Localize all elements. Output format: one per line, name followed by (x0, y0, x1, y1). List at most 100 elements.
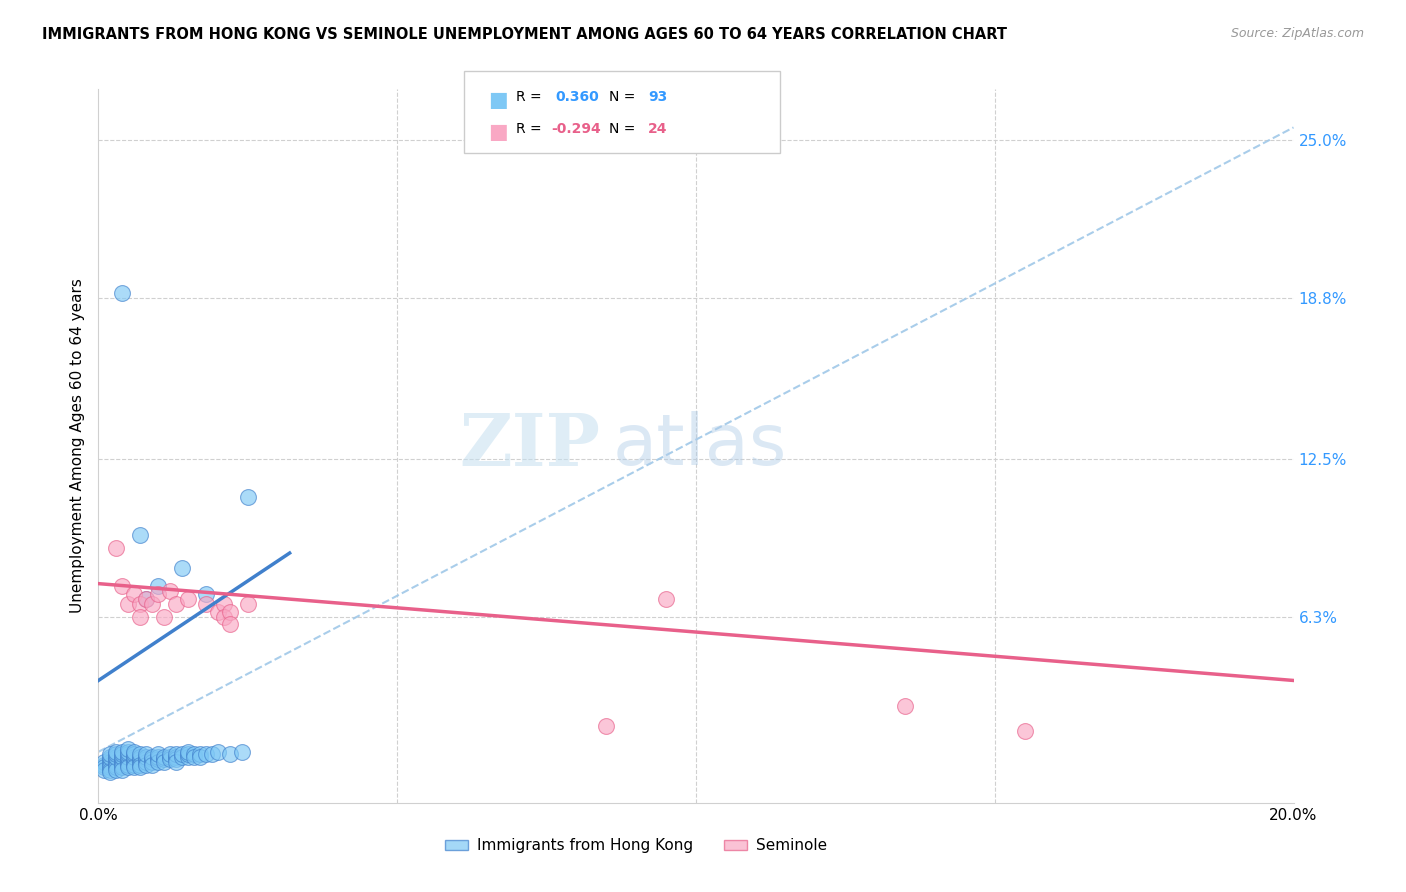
Point (165, 752, 187, 766)
Text: 0.360: 0.360 (555, 90, 599, 104)
Point (111, 286, 134, 301)
Point (165, 747, 187, 762)
Point (98, 757, 122, 772)
Point (148, 752, 170, 766)
Legend: Immigrants from Hong Kong, Seminole: Immigrants from Hong Kong, Seminole (439, 832, 834, 859)
Point (207, 605, 229, 619)
Point (219, 605, 242, 619)
Point (93, 763, 115, 777)
Point (195, 597, 218, 611)
Point (595, 719, 617, 733)
Point (172, 561, 194, 575)
Point (111, 752, 134, 766)
Point (141, 752, 163, 766)
Point (105, 750, 128, 764)
Text: -0.294: -0.294 (551, 122, 600, 136)
Point (153, 609, 176, 624)
Point (188, 750, 211, 764)
Point (894, 698, 917, 713)
Point (153, 750, 176, 764)
Point (129, 760, 152, 774)
Point (124, 745, 146, 759)
Point (129, 597, 152, 611)
Point (141, 755, 163, 769)
Point (135, 591, 157, 606)
Text: atlas: atlas (613, 411, 787, 481)
Point (98, 765, 122, 780)
Point (105, 747, 128, 762)
Point (93, 755, 115, 769)
Point (129, 752, 152, 766)
Point (117, 760, 139, 774)
Point (148, 750, 170, 764)
Point (148, 579, 170, 593)
Point (165, 597, 187, 611)
Point (98, 750, 122, 764)
Point (124, 752, 146, 766)
Point (172, 747, 194, 762)
Point (111, 745, 134, 759)
Point (201, 747, 224, 762)
Point (148, 587, 170, 601)
Point (124, 757, 146, 772)
Point (195, 747, 218, 762)
Point (219, 747, 242, 762)
Point (105, 541, 128, 555)
Text: IMMIGRANTS FROM HONG KONG VS SEMINOLE UNEMPLOYMENT AMONG AGES 60 TO 64 YEARS COR: IMMIGRANTS FROM HONG KONG VS SEMINOLE UN… (42, 27, 1007, 42)
Point (135, 591, 157, 606)
Point (93, 760, 115, 774)
Point (129, 528, 152, 542)
Y-axis label: Unemployment Among Ages 60 to 64 years: Unemployment Among Ages 60 to 64 years (69, 278, 84, 614)
Point (165, 755, 187, 769)
Point (172, 750, 194, 764)
Point (153, 752, 176, 766)
Point (177, 750, 200, 764)
Point (117, 742, 139, 756)
Point (219, 617, 242, 632)
Text: N =: N = (609, 122, 636, 136)
Point (177, 747, 200, 762)
Point (105, 757, 128, 772)
Point (1014, 724, 1036, 739)
Point (135, 747, 157, 762)
Point (236, 597, 259, 611)
Point (111, 757, 134, 772)
Point (98, 755, 122, 769)
Point (117, 752, 139, 766)
Point (117, 747, 139, 762)
Point (98, 752, 122, 766)
Point (111, 760, 134, 774)
Point (129, 757, 152, 772)
Point (117, 597, 139, 611)
Text: 24: 24 (648, 122, 668, 136)
Point (141, 757, 163, 772)
Point (129, 747, 152, 762)
Point (111, 579, 134, 593)
Point (165, 750, 187, 764)
Point (135, 757, 157, 772)
Point (105, 745, 128, 759)
Point (141, 597, 163, 611)
Point (124, 747, 146, 762)
Text: ZIP: ZIP (460, 410, 600, 482)
Point (124, 760, 146, 774)
Point (98, 763, 122, 777)
Point (117, 745, 139, 759)
Point (124, 755, 146, 769)
Point (141, 750, 163, 764)
Point (207, 745, 229, 759)
Point (129, 609, 152, 624)
Point (159, 747, 181, 762)
Point (111, 755, 134, 769)
Text: N =: N = (609, 90, 636, 104)
Point (111, 763, 134, 777)
Point (212, 597, 235, 611)
Point (188, 747, 211, 762)
Point (135, 750, 157, 764)
Point (159, 584, 181, 599)
Point (117, 757, 139, 772)
Point (98, 760, 122, 774)
Point (655, 591, 678, 606)
Point (153, 755, 176, 769)
Point (105, 760, 128, 774)
